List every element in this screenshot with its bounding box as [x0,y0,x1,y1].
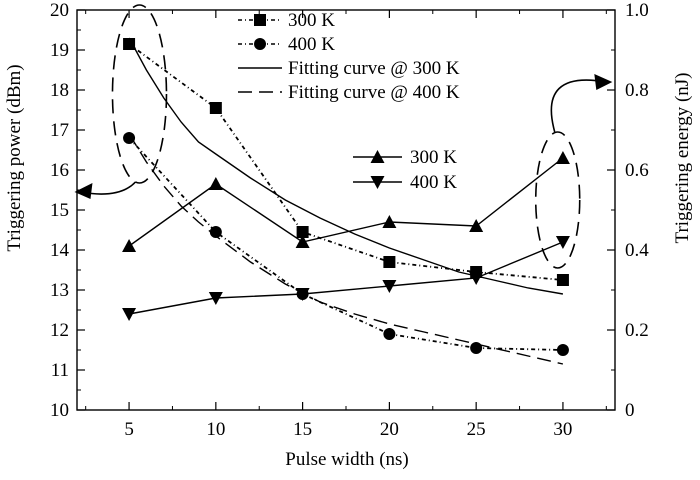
legend-swatch-marker [254,38,266,50]
y-right-tick-label: 0.2 [625,320,649,341]
legend-label: 400 K [410,172,457,193]
y-left-tick-label: 18 [50,80,69,101]
y-axis-left-label: Triggering power (dBm) [4,64,25,251]
data-point [295,235,310,248]
data-point [123,38,136,50]
data-point [296,226,309,238]
series-line [128,137,563,351]
y-left-tick-label: 20 [50,0,69,21]
data-point [209,226,222,238]
legend-label: 300 K [288,10,335,31]
series-0 [123,38,569,286]
x-tick-label: 15 [293,419,312,440]
ticks-layer: 5 10 15 20 25 30 10 11 12 13 14 15 16 17 18 19 20 0 0.2 0.4… [50,0,649,440]
legend-left-item: Fitting curve @ 300 K [238,58,460,79]
legend-left-item: Fitting curve @ 400 K [238,82,460,103]
series-line [128,133,564,365]
series-layer [122,37,570,365]
y-right-tick-label: 0 [625,400,635,421]
legend-right: 300 K 400 K [353,147,457,193]
legend-left-item: 300 K [238,10,335,31]
y-right-tick-label: 1.0 [625,0,649,21]
legend-right-item: 400 K [353,172,457,193]
y-left-tick-label: 15 [50,200,69,221]
y-right-tick-label: 0.4 [625,240,649,261]
x-axis-label: Pulse width (ns) [285,449,409,470]
data-point [383,328,396,340]
y-left-tick-label: 14 [50,240,70,261]
series-line [128,157,564,247]
data-point [383,256,396,268]
data-point [469,219,484,232]
y-left-tick-label: 17 [50,120,69,141]
series-3 [128,133,564,365]
data-point [122,308,137,321]
legend-label: 400 K [288,34,335,55]
data-point [469,272,484,285]
x-tick-label: 20 [380,419,399,440]
data-point [556,274,569,286]
y-right-tick-label: 0.6 [625,160,649,181]
legend-swatch-marker [370,150,385,163]
data-point [555,236,570,249]
arrowhead-left [74,183,93,199]
series-line [128,43,563,281]
data-point [382,280,397,293]
series-4 [122,151,570,252]
y-left-tick-label: 19 [50,40,69,61]
legend-label: Fitting curve @ 400 K [288,82,460,103]
x-tick-label: 5 [124,419,134,440]
y-right-tick-label: 0.8 [625,80,649,101]
data-point [123,132,136,144]
data-point [556,344,569,356]
x-tick-label: 10 [206,419,225,440]
y-axis-right-label: Triggering energy (nJ) [672,73,693,244]
annotation-arrow-right [550,79,607,133]
x-tick-label: 25 [467,419,486,440]
y-left-tick-label: 13 [50,280,69,301]
legend-label: 300 K [410,147,457,168]
data-point [208,292,223,305]
legend-left-item: 400 K [238,34,335,55]
data-point [208,177,223,190]
legend-label: Fitting curve @ 300 K [288,58,460,79]
data-point [209,102,222,114]
legend-swatch-marker [370,176,385,189]
y-left-tick-label: 10 [50,400,69,421]
y-left-tick-label: 11 [51,360,69,381]
data-point [122,239,137,252]
legend-swatch-marker [254,14,266,26]
annotation-ellipse-right [534,131,581,269]
y-left-tick-label: 12 [50,320,69,341]
legend-right-item: 300 K [353,147,457,168]
legend-left: 300 K 400 K Fitting curve @ 300 K Fitting c… [238,10,460,103]
data-point [555,151,570,164]
series-5 [122,236,570,321]
data-point [382,215,397,228]
y-left-tick-label: 16 [50,160,69,181]
data-point [295,288,310,301]
arrowhead-right [594,74,613,90]
x-tick-label: 30 [553,419,572,440]
annotation-ellipse-left [111,4,168,184]
series-1 [123,132,569,356]
annotations [74,4,613,269]
series-line [128,241,564,315]
